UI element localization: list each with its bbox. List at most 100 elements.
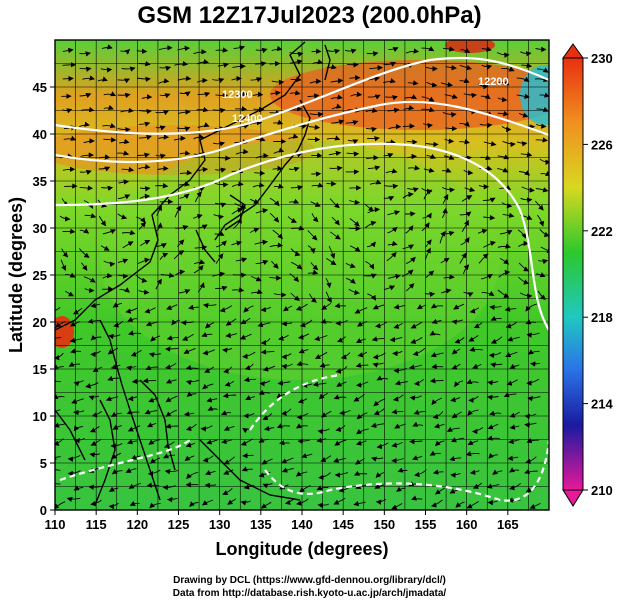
streamline-arrow — [454, 337, 465, 344]
streamline-arrow — [193, 259, 206, 265]
streamline-arrow — [326, 181, 337, 187]
streamline-arrow — [103, 137, 117, 143]
streamline-arrow — [202, 383, 214, 390]
streamline-arrow — [258, 389, 270, 395]
streamline-arrow — [353, 500, 366, 507]
streamline-arrow — [295, 471, 308, 477]
streamline-arrow — [103, 260, 116, 267]
streamline-arrow — [295, 303, 308, 311]
streamline-arrow — [287, 216, 297, 223]
streamline-arrow — [350, 91, 363, 97]
streamline-arrow — [159, 252, 169, 260]
streamline-arrow — [402, 191, 414, 199]
streamline-arrow — [70, 348, 81, 354]
streamline-arrow — [517, 229, 527, 239]
streamline-arrow — [73, 380, 84, 387]
streamline-arrow — [295, 423, 308, 429]
streamline-arrow — [277, 380, 291, 386]
streamline-arrow — [234, 91, 248, 98]
streamline-arrow — [383, 285, 396, 291]
streamline-arrow — [356, 338, 366, 344]
streamline-arrow — [232, 63, 246, 69]
streamline-arrow — [117, 213, 128, 220]
streamline-arrow — [349, 245, 361, 252]
streamline-arrow — [260, 349, 275, 355]
streamline-arrow — [349, 199, 361, 206]
streamline-arrow — [520, 197, 533, 203]
streamline-arrow — [108, 502, 119, 510]
streamline-arrow — [333, 498, 346, 505]
streamline-arrow — [451, 411, 462, 419]
streamline-arrow — [148, 439, 160, 445]
streamline-arrow — [524, 468, 538, 475]
streamline-arrow — [254, 61, 267, 67]
streamline-arrow — [100, 67, 113, 73]
streamline-arrow — [182, 333, 194, 341]
streamline-arrow — [281, 363, 293, 370]
streamline-arrow — [331, 119, 345, 125]
streamline-arrow — [423, 122, 433, 129]
streamline-arrow — [535, 76, 549, 83]
streamline-arrow — [394, 380, 408, 386]
streamline-arrow — [79, 51, 91, 57]
streamline-arrow — [450, 437, 465, 443]
streamline-arrow — [83, 138, 95, 144]
streamline-arrow — [201, 332, 213, 338]
streamline-arrow — [311, 182, 324, 188]
streamline-arrow — [328, 245, 336, 259]
streamline-arrow — [258, 471, 271, 478]
streamline-arrow — [186, 391, 197, 397]
streamline-arrow — [334, 302, 347, 309]
streamline-arrow — [365, 261, 375, 270]
streamline-arrow — [421, 107, 435, 113]
streamline-arrow — [252, 182, 265, 188]
streamline-arrow — [84, 213, 97, 219]
streamline-arrow — [147, 469, 161, 477]
streamline-arrow — [334, 439, 347, 446]
streamline-arrow — [73, 425, 84, 432]
streamline-arrow — [119, 287, 131, 293]
streamline-arrow — [372, 362, 384, 368]
streamline-arrow — [366, 241, 376, 248]
streamline-arrow — [317, 502, 330, 509]
streamline-arrow — [60, 259, 67, 272]
y-axis-label: Latitude (degrees) — [6, 197, 26, 353]
streamline-arrow — [518, 170, 531, 176]
streamline-arrow — [537, 214, 545, 227]
streamline-arrow — [468, 396, 479, 403]
streamline-arrow — [162, 484, 176, 491]
streamline-arrow — [440, 257, 450, 264]
streamline-arrow — [536, 106, 549, 112]
streamline-arrow — [214, 202, 227, 208]
streamline-arrow — [406, 139, 418, 145]
streamline-arrow — [136, 76, 151, 82]
streamline-arrow — [119, 138, 130, 145]
streamline-arrow — [102, 272, 113, 279]
streamline-arrow — [478, 184, 490, 190]
streamline-arrow — [252, 91, 264, 97]
streamline-arrow — [127, 395, 138, 402]
streamline-arrow — [375, 321, 388, 329]
streamline-arrow — [84, 287, 95, 294]
streamline-arrow — [509, 363, 520, 369]
streamline-arrow — [179, 150, 191, 156]
streamline-arrow — [330, 94, 343, 100]
streamline-arrow — [215, 167, 227, 173]
streamline-arrow — [347, 139, 359, 145]
streamline-arrow — [155, 183, 169, 189]
streamline-arrow — [201, 499, 214, 506]
streamline-arrow — [299, 319, 313, 328]
colorbar-tick-label: 218 — [591, 310, 613, 325]
streamline-arrow — [269, 212, 280, 223]
streamline-arrow — [459, 121, 470, 127]
streamline-arrow — [79, 185, 94, 191]
streamline-arrow — [179, 169, 193, 176]
streamline-arrow — [472, 482, 483, 489]
streamline-arrow — [185, 442, 196, 448]
streamline-arrow — [222, 347, 233, 353]
streamline-arrow — [176, 239, 185, 248]
streamline-arrow — [105, 396, 119, 402]
streamline-arrow — [173, 135, 186, 142]
streamline-arrow — [158, 45, 173, 51]
streamline-arrow — [59, 215, 71, 222]
